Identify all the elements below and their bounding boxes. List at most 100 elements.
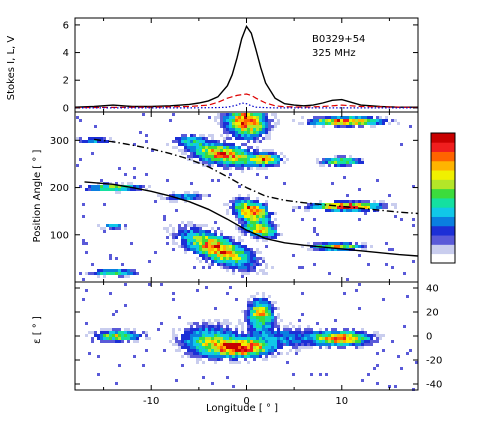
heat-cell	[202, 143, 205, 146]
heat-cell	[352, 334, 355, 337]
heat-cell	[271, 152, 274, 155]
heat-cell	[247, 343, 250, 346]
heat-cell	[250, 325, 253, 328]
heat-cell	[274, 301, 277, 304]
heat-cell	[331, 182, 334, 185]
heat-cell	[223, 334, 226, 337]
heat-cell	[178, 343, 181, 346]
heat-cell	[361, 379, 364, 382]
heat-cell	[247, 251, 250, 254]
heat-cell	[232, 352, 235, 355]
heat-cell	[256, 340, 259, 343]
heat-cell	[244, 337, 247, 340]
heat-cell	[265, 358, 268, 361]
heat-cell	[232, 260, 235, 263]
heat-cell	[160, 194, 163, 197]
heat-cell	[310, 328, 313, 331]
heat-cell	[235, 212, 238, 215]
heat-cell	[199, 349, 202, 352]
heat-cell	[250, 263, 253, 266]
heat-cell	[331, 158, 334, 161]
heat-cell	[82, 298, 85, 301]
heat-cell	[229, 346, 232, 349]
heat-cell	[238, 319, 241, 322]
heat-cell	[184, 230, 187, 233]
heat-cell	[202, 254, 205, 257]
heat-cell	[241, 149, 244, 152]
heat-cell	[253, 155, 256, 158]
heat-cell	[226, 212, 229, 215]
heat-cell	[262, 322, 265, 325]
heat-cell	[175, 340, 178, 343]
heat-cell	[100, 340, 103, 343]
heat-cell	[337, 200, 340, 203]
heat-cell	[85, 334, 88, 337]
heat-cell	[250, 155, 253, 158]
heat-cell	[130, 185, 133, 188]
heat-cell	[148, 337, 151, 340]
heat-cell	[355, 209, 358, 212]
heat-cell	[175, 146, 178, 149]
heat-cell	[106, 272, 109, 275]
heat-cell	[226, 149, 229, 152]
heat-cell	[229, 337, 232, 340]
heat-cell	[259, 167, 262, 170]
heat-cell	[262, 319, 265, 322]
heat-cell	[202, 266, 205, 269]
heat-cell	[346, 158, 349, 161]
heat-cell	[250, 313, 253, 316]
heat-cell	[211, 355, 214, 358]
heat-cell	[307, 119, 310, 122]
heat-cell	[241, 125, 244, 128]
heat-cell	[241, 170, 244, 173]
heat-cell	[331, 337, 334, 340]
heat-cell	[190, 224, 193, 227]
heat-cell	[226, 331, 229, 334]
heat-cell	[256, 263, 259, 266]
heat-cell	[232, 212, 235, 215]
heat-cell	[187, 197, 190, 200]
heat-cell	[391, 248, 394, 251]
heat-cell	[202, 134, 205, 137]
heat-cell	[235, 227, 238, 230]
heat-cell	[181, 334, 184, 337]
heat-cell	[367, 337, 370, 340]
heat-cell	[271, 349, 274, 352]
heat-cell	[208, 251, 211, 254]
heat-cell	[196, 152, 199, 155]
heat-cell	[262, 325, 265, 328]
heat-cell	[349, 155, 352, 158]
heat-cell	[256, 272, 259, 275]
heat-cell	[238, 340, 241, 343]
heat-cell	[262, 125, 265, 128]
heat-cell	[214, 334, 217, 337]
heat-cell	[247, 319, 250, 322]
heat-cell	[205, 143, 208, 146]
heat-cell	[349, 242, 352, 245]
heat-cell	[316, 233, 319, 236]
heat-cell	[268, 152, 271, 155]
heat-cell	[172, 331, 175, 334]
heat-cell	[370, 203, 373, 206]
heat-cell	[340, 125, 343, 128]
heat-cell	[325, 331, 328, 334]
heat-cell	[340, 340, 343, 343]
heat-cell	[316, 122, 319, 125]
heat-cell	[199, 233, 202, 236]
heat-cell	[133, 176, 136, 179]
heat-cell	[235, 331, 238, 334]
stokes-L-line	[74, 93, 419, 109]
heat-cell	[250, 200, 253, 203]
heat-cell	[250, 227, 253, 230]
heat-cell	[124, 331, 127, 334]
heat-cell	[238, 227, 241, 230]
heat-cell	[229, 149, 232, 152]
heat-cell	[214, 307, 217, 310]
heat-cell	[337, 334, 340, 337]
heat-cell	[196, 340, 199, 343]
heat-cell	[301, 343, 304, 346]
heat-cell	[241, 116, 244, 119]
heat-cell	[346, 203, 349, 206]
heat-cell	[232, 155, 235, 158]
heat-cell	[265, 203, 268, 206]
